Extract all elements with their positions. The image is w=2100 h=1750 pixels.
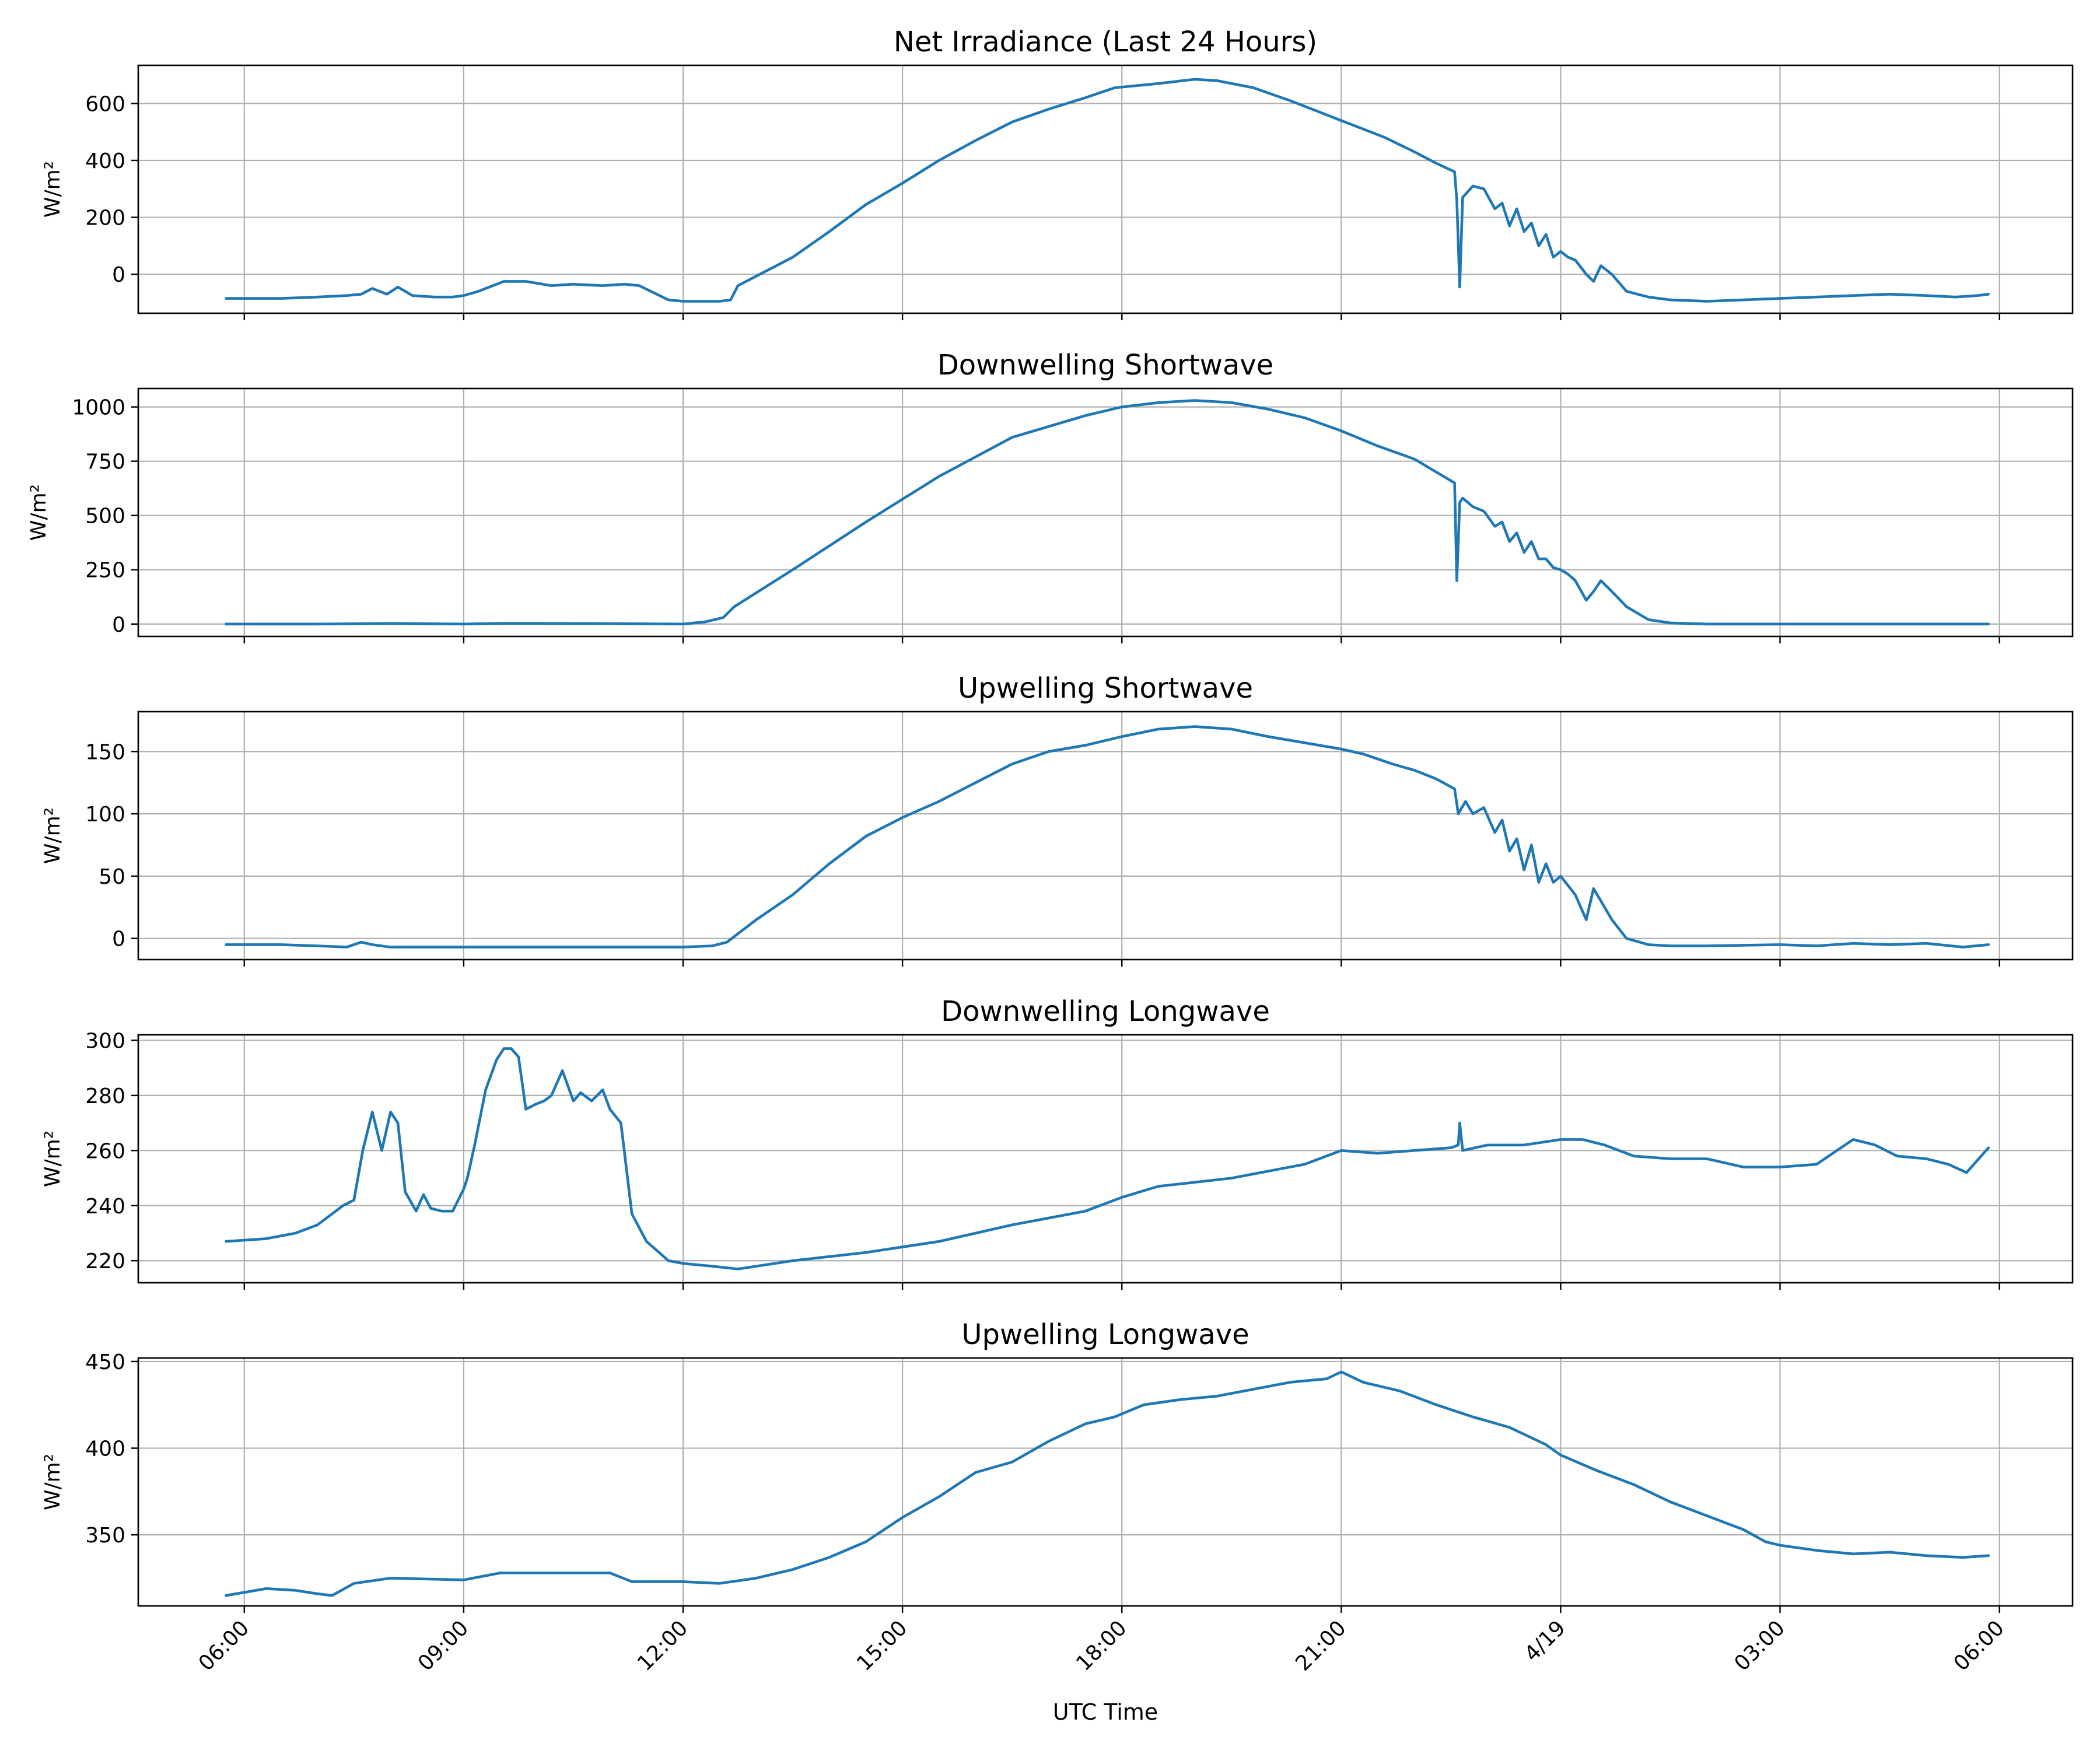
y-tick-label: 250 xyxy=(85,559,125,583)
panel-3: 0 50 100 150 Upwelling Shortwave W/m² xyxy=(41,672,2074,967)
y-tick-label: 50 xyxy=(99,865,125,889)
series-line xyxy=(225,78,1990,303)
panel-1: 0 200 400 600 Net Irradiance (Last 24 Hours)… xyxy=(41,26,2074,320)
y-axis-label: W/m² xyxy=(27,484,51,541)
series-line xyxy=(225,725,1990,949)
series-line xyxy=(225,399,1990,626)
plot-frame xyxy=(137,710,2074,961)
y-tick-label: 600 xyxy=(85,92,125,116)
panel-title: Upwelling Longwave xyxy=(961,1318,1249,1351)
series-line xyxy=(225,1047,1990,1270)
plot-frame xyxy=(137,64,2074,314)
x-axis-label: UTC Time xyxy=(1053,1699,1158,1725)
panel-title: Downwelling Longwave xyxy=(941,995,1270,1028)
y-tick-label: 750 xyxy=(85,450,125,474)
y-axis-label: W/m² xyxy=(41,1130,65,1187)
panel-title: Net Irradiance (Last 24 Hours) xyxy=(894,26,1317,58)
panel-title: Upwelling Shortwave xyxy=(958,672,1253,705)
y-tick-label: 300 xyxy=(85,1029,125,1053)
y-tick-label: 450 xyxy=(85,1350,125,1374)
y-tick-label: 500 xyxy=(85,505,125,528)
y-tick-label: 280 xyxy=(85,1084,125,1108)
y-tick-label: 350 xyxy=(85,1524,125,1548)
panel-4: 220 240 260 280 300 Downwelling Longwave W/m² xyxy=(41,995,2074,1290)
series-line xyxy=(225,1370,1990,1597)
plot-frame xyxy=(137,1034,2074,1284)
plot-frame xyxy=(137,1357,2074,1607)
panel-2: 0 250 500 750 1000 Downwelling Shortwave W/m² xyxy=(27,349,2074,643)
panel-title: Downwelling Shortwave xyxy=(937,349,1273,382)
y-tick-label: 260 xyxy=(85,1139,125,1163)
y-tick-label: 220 xyxy=(85,1250,125,1273)
y-axis-label: W/m² xyxy=(41,807,65,864)
y-tick-label: 150 xyxy=(85,740,125,764)
y-tick-label: 240 xyxy=(85,1195,125,1219)
y-axis-label: W/m² xyxy=(41,161,65,218)
y-axis-label: W/m² xyxy=(41,1454,65,1510)
y-tick-label: 400 xyxy=(85,1437,125,1461)
panel-5: 350 400 450 Upwelling Longwave W/m² xyxy=(41,1318,2074,1613)
y-tick-label: 100 xyxy=(85,803,125,827)
y-tick-label: 1000 xyxy=(72,396,125,420)
y-tick-label: 400 xyxy=(85,149,125,173)
y-tick-label: 0 xyxy=(112,263,125,287)
plot-frame xyxy=(137,387,2074,638)
y-tick-label: 200 xyxy=(85,206,125,230)
y-tick-label: 0 xyxy=(112,928,125,951)
y-tick-label: 0 xyxy=(112,613,125,637)
